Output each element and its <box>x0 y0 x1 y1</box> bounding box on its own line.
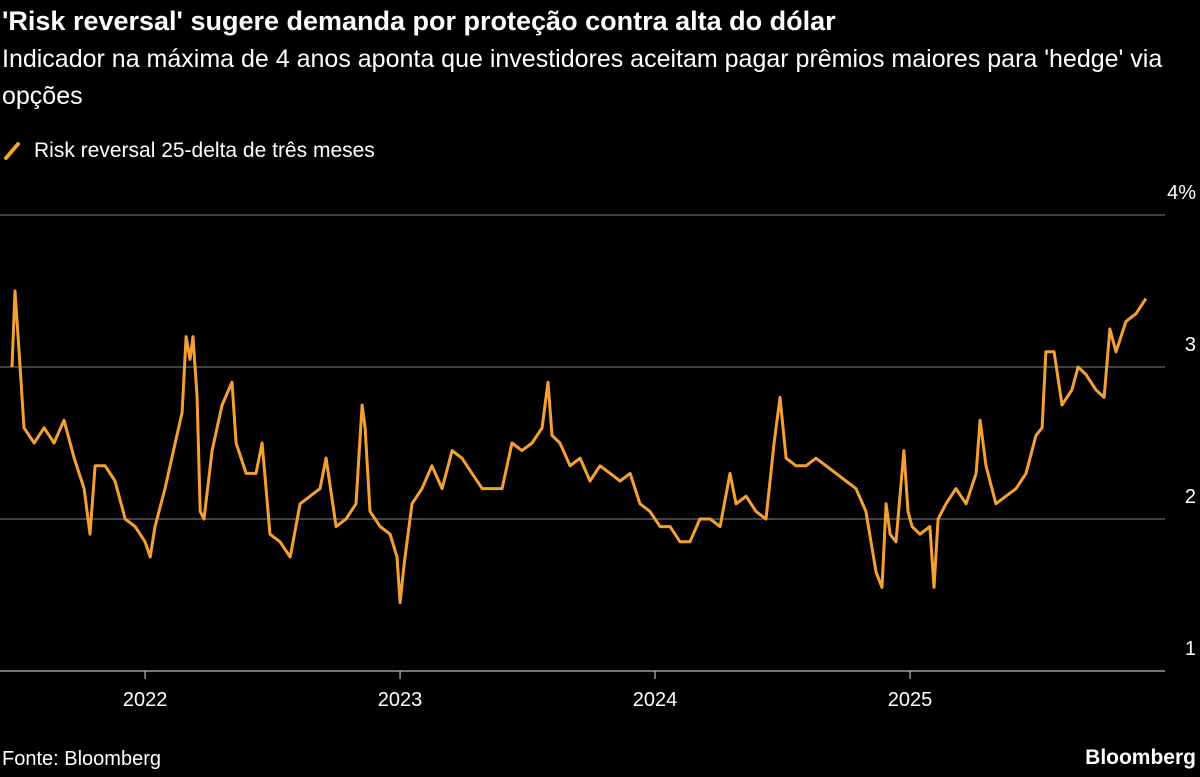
y-tick-label: 3 <box>1185 334 1196 356</box>
chart-title: 'Risk reversal' sugere demanda por prote… <box>2 6 836 36</box>
x-tick-label: 2022 <box>123 689 168 711</box>
chart-subtitle: Indicador na máxima de 4 anos aponta que… <box>2 45 1163 110</box>
source: Fonte: Bloomberg <box>2 748 161 770</box>
y-tick-label: 2 <box>1185 486 1196 508</box>
legend-swatch <box>4 142 20 160</box>
x-tick-label: 2023 <box>378 689 423 711</box>
y-tick-label: 1 <box>1185 638 1196 660</box>
x-tick-label: 2024 <box>633 689 678 711</box>
chart: 1 2 3 4% 2022 2023 2024 2025 <box>0 182 1196 711</box>
legend: Risk reversal 25-delta de três meses <box>2 137 375 165</box>
x-tick-label: 2025 <box>888 689 933 711</box>
legend-label: Risk reversal 25-delta de três meses <box>34 139 375 162</box>
y-tick-label: 4% <box>1167 182 1196 204</box>
brand: Bloomberg <box>1085 746 1196 769</box>
data-line <box>10 289 1148 605</box>
